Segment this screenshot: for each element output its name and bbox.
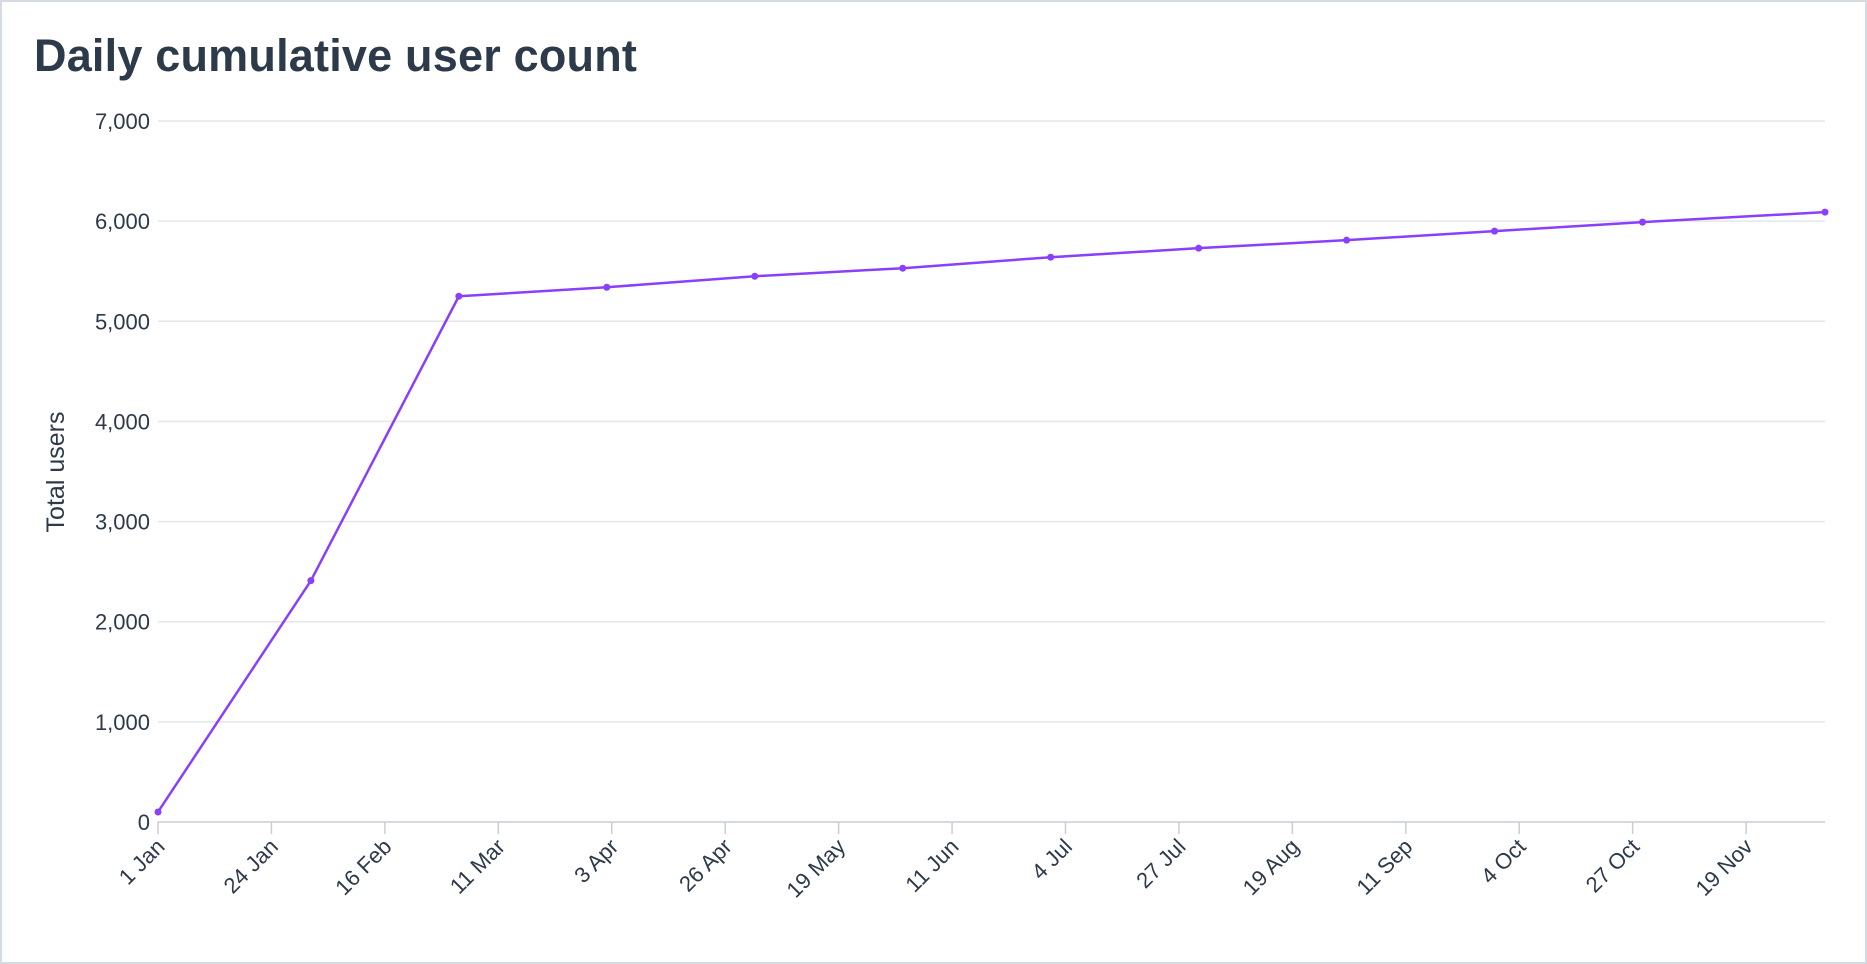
x-tick-label: 11 Mar xyxy=(445,834,510,899)
series-line xyxy=(156,210,1827,814)
y-tick-label: 7,000 xyxy=(95,109,150,134)
x-tick-label: 11 Sep xyxy=(1351,834,1417,900)
data-point xyxy=(603,283,611,291)
x-tick-label: 11 Jun xyxy=(900,834,963,897)
x-tick-label: 16 Feb xyxy=(330,834,396,900)
y-tick-label: 0 xyxy=(138,810,150,835)
x-tick-label: 1 Jan xyxy=(114,834,170,890)
x-tick-label: 27 Jul xyxy=(1131,834,1190,893)
y-axis-tick-labels: 0 1,000 2,000 3,000 4,000 5,000 6,000 7,000 xyxy=(95,109,150,835)
x-axis: 1 Jan 24 Jan 16 Feb 11 Mar 3 Apr 26 Apr 19 May… xyxy=(114,821,1825,903)
x-tick-label: 4 Oct xyxy=(1476,834,1531,889)
data-point xyxy=(307,577,315,585)
data-point xyxy=(1491,227,1499,235)
data-point xyxy=(751,272,759,280)
y-tick-label: 1,000 xyxy=(95,710,150,735)
data-point xyxy=(455,292,463,300)
grid-lines xyxy=(158,120,1825,723)
data-point xyxy=(899,264,907,272)
x-tick-label: 19 Nov xyxy=(1691,834,1758,901)
chart-title: Daily cumulative user count xyxy=(34,30,638,81)
y-tick-label: 5,000 xyxy=(95,309,150,334)
x-tick-label: 27 Oct xyxy=(1581,834,1645,898)
x-tick-label: 24 Jan xyxy=(219,834,283,898)
y-tick-label: 4,000 xyxy=(95,409,150,434)
x-tick-label: 4 Jul xyxy=(1026,834,1077,885)
y-tick-label: 6,000 xyxy=(95,209,150,234)
x-tick-label: 19 May xyxy=(781,834,850,903)
data-point xyxy=(1343,236,1351,244)
data-point xyxy=(1195,244,1203,252)
x-tick-label: 26 Apr xyxy=(674,834,737,897)
data-point xyxy=(154,808,162,816)
data-point xyxy=(1047,253,1055,261)
x-tick-label: 3 Apr xyxy=(569,834,623,888)
y-axis-title: Total users xyxy=(42,412,70,533)
series-layer xyxy=(154,208,1829,816)
y-tick-label: 3,000 xyxy=(95,510,150,535)
data-point xyxy=(1821,208,1829,216)
y-tick-label: 2,000 xyxy=(95,610,150,635)
x-tick-label: 19 Aug xyxy=(1238,834,1304,900)
data-point xyxy=(1639,218,1647,226)
